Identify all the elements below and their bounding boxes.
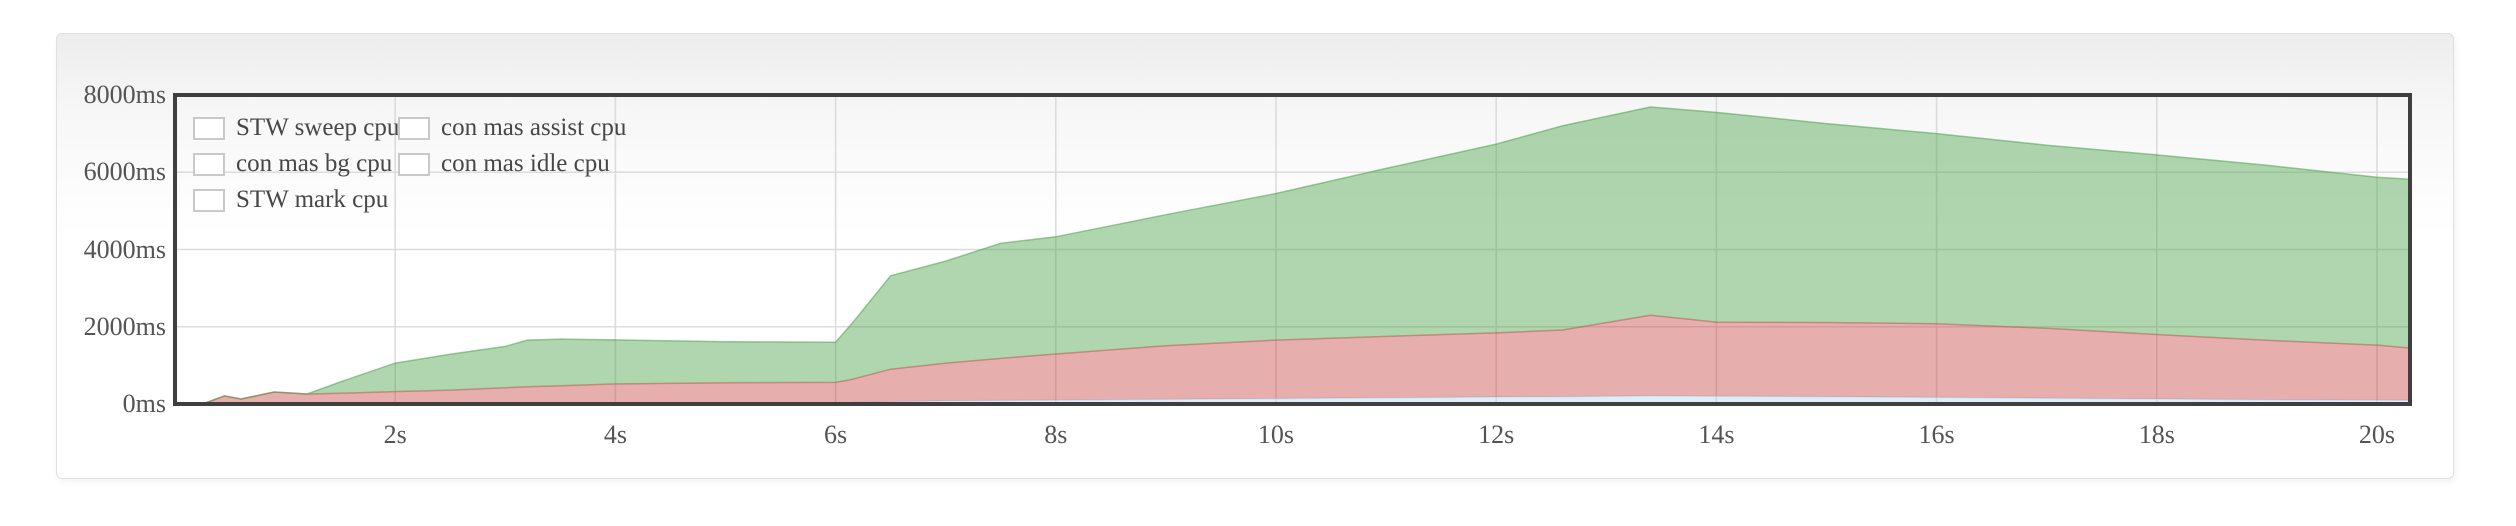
legend-label: STW mark cpu	[236, 186, 389, 213]
y-axis-tick-label: 4000ms	[83, 234, 166, 264]
area-con-mas-assist-cpu	[175, 395, 2410, 404]
x-axis-tick-label: 4s	[603, 420, 627, 449]
y-axis-tick-label: 6000ms	[83, 157, 166, 187]
legend-item-con-mas-idle-cpu: con mas idle cpu	[398, 149, 610, 179]
x-axis-tick-label: 6s	[824, 420, 848, 449]
legend-swatch-icon	[193, 116, 225, 140]
x-axis-tick-label: 20s	[2358, 420, 2396, 449]
legend-swatch-icon	[193, 188, 225, 212]
legend-item-con-mas-bg-cpu: con mas bg cpu	[193, 149, 392, 179]
area-edge-con-mas-idle-cpu	[175, 106, 2411, 405]
legend-label: con mas idle cpu	[441, 150, 610, 177]
area-con-mas-idle-cpu	[175, 107, 2410, 404]
area-edge-con-mas-bg-cpu	[175, 314, 2411, 405]
legend-label: STW sweep cpu	[236, 114, 400, 141]
legend-swatch-icon	[398, 152, 430, 176]
area-con-mas-bg-cpu	[175, 315, 2410, 404]
y-axis-tick-label: 2000ms	[83, 311, 166, 341]
x-axis-tick-label: 16s	[1918, 420, 1955, 449]
y-axis-tick-label: 8000ms	[83, 80, 166, 109]
x-axis-tick-label: 10s	[1257, 420, 1295, 449]
legend-item-con-mas-assist-cpu: con mas assist cpu	[398, 113, 626, 143]
legend-label: con mas bg cpu	[236, 150, 393, 177]
plot-border	[173, 93, 2412, 406]
legend-item-stw-sweep-cpu: STW sweep cpu	[193, 113, 399, 143]
x-axis-tick-label: 18s	[2138, 420, 2175, 449]
x-axis-tick-label: 2s	[383, 420, 407, 449]
x-axis-tick-label: 14s	[1698, 420, 1735, 449]
legend-label: con mas assist cpu	[441, 114, 627, 141]
legend-swatch-icon	[398, 116, 430, 140]
legend-item-stw-mark-cpu: STW mark cpu	[193, 185, 388, 215]
y-axis-tick-label: 0ms	[122, 389, 166, 418]
legend-swatch-icon	[193, 152, 225, 176]
x-axis-tick-label: 8s	[1044, 420, 1068, 449]
x-axis-tick-label: 12s	[1478, 420, 1515, 449]
